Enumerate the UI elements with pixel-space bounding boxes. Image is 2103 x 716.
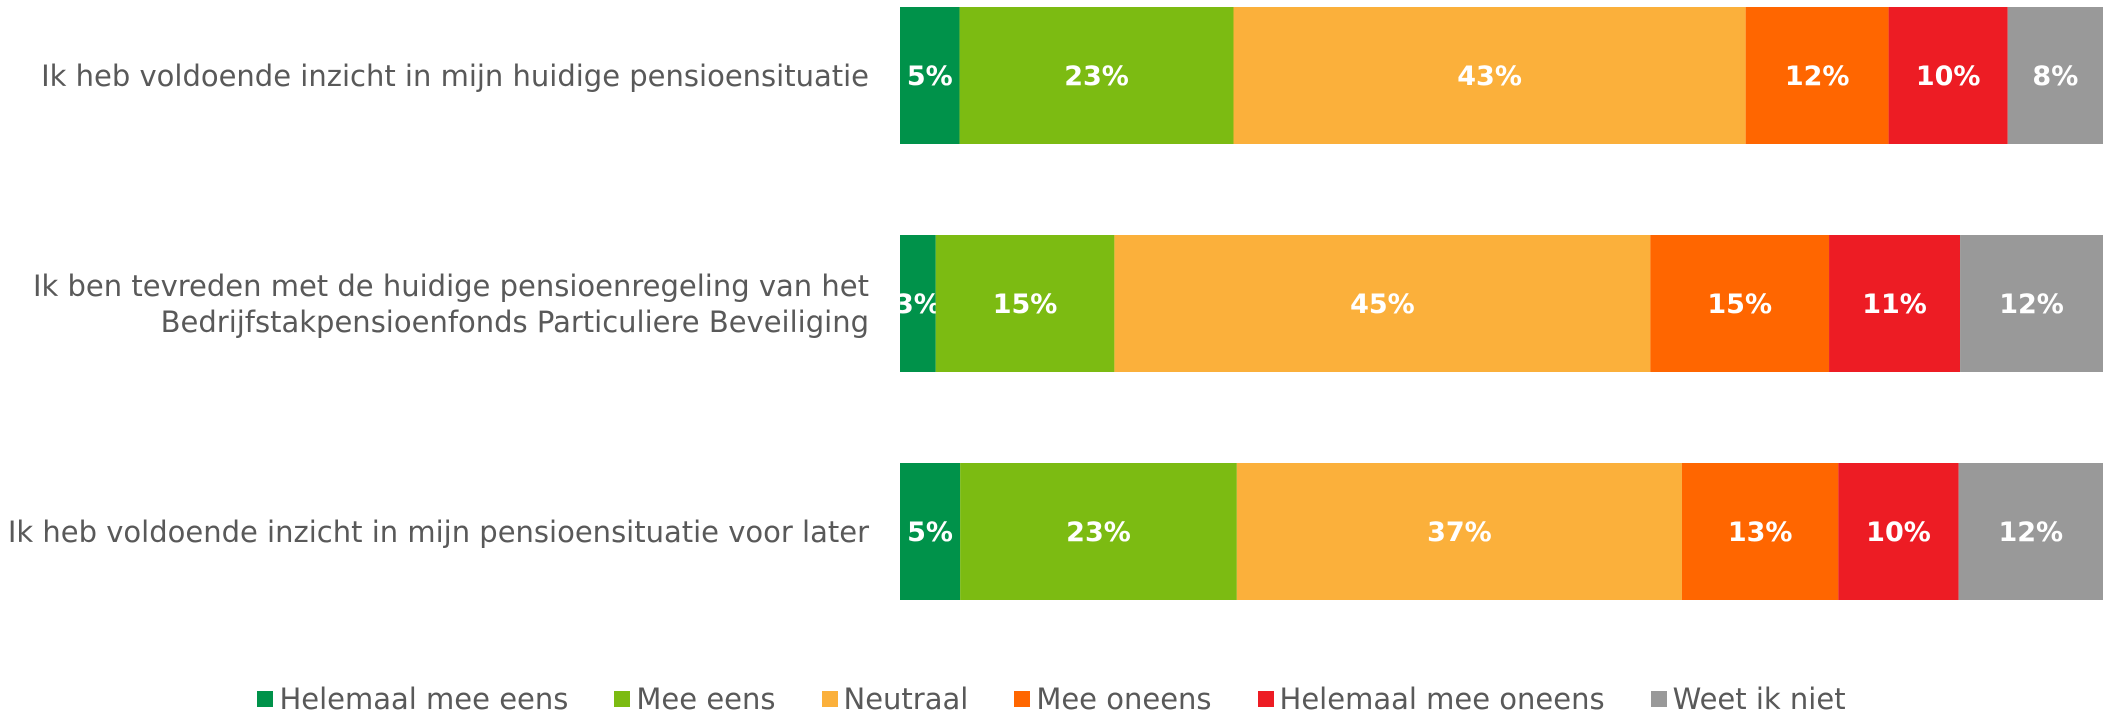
data-label: 15% — [993, 289, 1058, 320]
legend-item: Helemaal mee eens — [257, 682, 568, 716]
data-label: 23% — [1064, 61, 1129, 92]
data-label: 15% — [1707, 289, 1772, 320]
legend-label: Mee oneens — [1036, 682, 1212, 716]
bar-segment — [959, 7, 1234, 144]
data-label: 23% — [1066, 517, 1131, 548]
legend-label: Helemaal mee oneens — [1279, 682, 1605, 716]
data-label: 5% — [907, 61, 953, 92]
legend-label: Weet ik niet — [1672, 682, 1846, 716]
legend-label: Neutraal — [843, 682, 969, 716]
bar-segment — [900, 235, 936, 372]
bar-segment — [1888, 7, 2008, 144]
legend-swatch — [1257, 691, 1274, 707]
category-label: Ik heb voldoende inzicht in mijn pensioe… — [7, 514, 869, 549]
legend-swatch — [614, 691, 631, 707]
bar-segment — [2007, 7, 2103, 144]
legend-label: Helemaal mee eens — [279, 682, 569, 716]
data-label: 12% — [1998, 517, 2063, 548]
bar-segment — [1958, 463, 2103, 600]
bar-segment — [1960, 235, 2103, 372]
bar-segment — [1114, 235, 1651, 372]
bar-segment — [960, 463, 1237, 600]
data-label: 8% — [2032, 61, 2078, 92]
legend-swatch — [1014, 691, 1031, 707]
legend-item: Mee oneens — [1014, 682, 1212, 716]
data-label: 37% — [1427, 517, 1492, 548]
bar-segment — [935, 235, 1115, 372]
bar-segment — [1745, 7, 1889, 144]
data-label: 12% — [1999, 289, 2064, 320]
bar-segment — [900, 463, 961, 600]
legend-item: Helemaal mee oneens — [1257, 682, 1605, 716]
data-label: 13% — [1728, 517, 1793, 548]
data-label: 43% — [1457, 61, 1522, 92]
legend-swatch — [821, 691, 838, 707]
data-label: 12% — [1785, 61, 1850, 92]
bar-segment — [1829, 235, 1961, 372]
data-label: 10% — [1866, 517, 1931, 548]
chart: 5% 23% 43% 12% 10% 8% 3% 15% 45% 15% 11% 12% 5% 23% 37… — [895, 7, 2103, 600]
legend-item: Neutraal — [821, 682, 969, 716]
data-label: 5% — [907, 517, 953, 548]
bar-segment — [1236, 463, 1682, 600]
bar-segment — [1838, 463, 1959, 600]
legend-item: Weet ik niet — [1650, 682, 1846, 716]
bar-segment — [1650, 235, 1830, 372]
data-label: 11% — [1862, 289, 1927, 320]
bar-segment — [900, 7, 960, 144]
legend-item: Mee eens — [614, 682, 776, 716]
legend-swatch — [1650, 691, 1667, 707]
data-label: 45% — [1350, 289, 1415, 320]
bar-segment — [1681, 463, 1839, 600]
legend-swatch — [257, 691, 274, 707]
data-label: 10% — [1916, 61, 1981, 92]
legend: Helemaal mee eens Mee eens Neutraal Mee one… — [0, 682, 2103, 716]
bar-segment — [1233, 7, 1746, 144]
category-label: Ik heb voldoende inzicht in mijn huidige… — [41, 58, 869, 93]
category-label: Ik ben tevreden met de huidige pensioenr… — [32, 268, 869, 339]
data-label: 3% — [895, 289, 941, 320]
legend-label: Mee eens — [636, 682, 776, 716]
